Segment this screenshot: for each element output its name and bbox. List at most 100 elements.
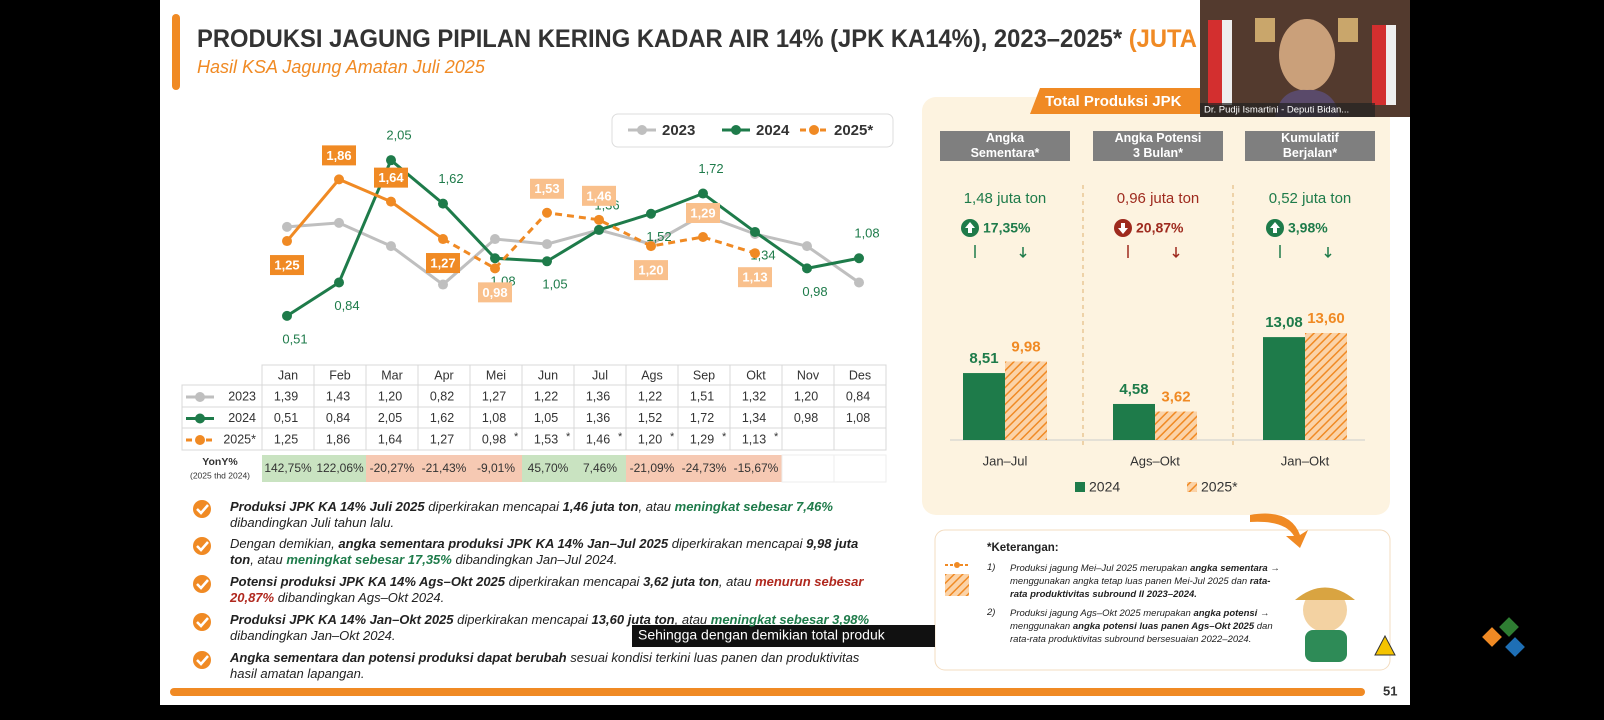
bullet-icon xyxy=(193,575,211,593)
data-point xyxy=(386,155,396,166)
table-header: Jan xyxy=(278,368,298,382)
bullet-segment: , atau xyxy=(718,574,756,589)
bullet-segment: meningkat sebesar 7,46% xyxy=(674,499,833,514)
legend-marker xyxy=(731,125,741,135)
data-label: 1,29 xyxy=(690,205,715,220)
summary-header: Angka Sementara* xyxy=(971,131,1040,160)
table-value: 0,51 xyxy=(274,411,298,425)
table-header: Jun xyxy=(538,368,558,382)
data-point xyxy=(386,241,396,252)
panel-tab xyxy=(1030,88,1200,114)
row-legend-marker xyxy=(195,435,205,445)
table-value: 1,08 xyxy=(482,411,506,425)
row-legend-marker xyxy=(195,413,205,424)
table-value: 1,64 xyxy=(378,432,402,446)
table-header: Apr xyxy=(434,368,453,382)
bullet-segment: sesuai kondisi terkini luas panen dan pr… xyxy=(230,650,860,681)
bar-label: 8,51 xyxy=(969,350,998,367)
arrow-decoration xyxy=(1250,513,1308,548)
bullet-segment: , atau xyxy=(674,612,711,627)
data-label-box xyxy=(582,185,616,206)
bullet-segment: Produksi JPK KA 14% Juli 2025 xyxy=(230,499,425,514)
yoy-value: -21,43% xyxy=(422,461,467,475)
logo xyxy=(1482,617,1525,657)
x-tick-label: Jan–Okt xyxy=(1281,453,1330,468)
table-value: 1,53 xyxy=(534,432,558,446)
data-label-box xyxy=(530,178,564,199)
data-label-box xyxy=(270,255,304,276)
flag xyxy=(1372,25,1386,105)
table-value: 1,08 xyxy=(846,411,870,425)
flag xyxy=(1222,20,1232,105)
notes-title: *Keterangan: xyxy=(987,542,1059,554)
x-tick-label: Ags–Okt xyxy=(1130,453,1180,468)
note: Produksi jagung Mei–Jul 2025 merupakan a… xyxy=(1010,562,1285,601)
bullet-check xyxy=(196,655,209,666)
yoy-cell xyxy=(366,455,418,482)
data-point xyxy=(334,277,344,288)
legend-label: 2024 xyxy=(1089,479,1120,495)
bullet: Produksi JPK KA 14% Juli 2025 diperkirak… xyxy=(230,499,880,531)
legend-label: 2024 xyxy=(756,122,790,139)
provisional-mark: * xyxy=(618,431,623,443)
data-point xyxy=(438,279,448,290)
data-point xyxy=(490,263,500,274)
yoy-note: (2025 thd 2024) xyxy=(190,470,250,480)
change-arrow xyxy=(965,222,975,233)
yoy-cell xyxy=(833,454,887,483)
note-number: 2) xyxy=(987,607,996,618)
provisional-mark: * xyxy=(670,431,675,443)
down-decoration xyxy=(1324,247,1332,259)
table-value: 1,27 xyxy=(430,432,454,446)
table-header: Sep xyxy=(693,368,715,382)
provisional-mark: * xyxy=(566,431,571,443)
bullet-segment: dibandingkan Juli tahun lalu. xyxy=(230,515,395,530)
bullet-check xyxy=(196,541,209,552)
yoy-value: 122,06% xyxy=(316,461,364,475)
data-label-box xyxy=(634,260,668,281)
bar-label: 13,60 xyxy=(1307,310,1345,327)
bullet-check xyxy=(196,504,209,515)
table-value: 0,84 xyxy=(846,389,870,403)
table-value: 1,25 xyxy=(274,432,298,446)
table-value: 1,72 xyxy=(690,411,714,425)
data-point xyxy=(334,174,344,185)
table-value: 1,29 xyxy=(690,432,714,446)
bullet-segment: Dengan demikian, xyxy=(230,536,339,551)
legend-marker xyxy=(809,125,819,135)
bullet: Dengan demikian, angka sementara produks… xyxy=(230,536,880,568)
warning-icon xyxy=(1374,634,1396,656)
summary-header-box xyxy=(1093,131,1223,161)
bar xyxy=(1005,361,1047,440)
bullet-check xyxy=(196,617,209,628)
portrait xyxy=(1255,18,1275,42)
row-label: 2025* xyxy=(223,432,256,446)
table-value: 0,84 xyxy=(326,411,350,425)
yoy-cell xyxy=(626,455,678,482)
data-point xyxy=(854,277,864,288)
row-label: 2024 xyxy=(228,411,256,425)
bullet-segment: 13,60 juta ton xyxy=(591,612,675,627)
x-tick-label: Jan–Jul xyxy=(983,453,1028,468)
farmer-body xyxy=(1305,630,1347,662)
data-label: 0,51 xyxy=(282,331,307,346)
table-header: Des xyxy=(849,368,871,382)
yoy-cell xyxy=(730,455,782,482)
data-point xyxy=(854,253,864,264)
caption-bg xyxy=(632,625,935,647)
data-label: 1,20 xyxy=(638,263,663,278)
data-label: 1,86 xyxy=(326,148,351,163)
down-decoration xyxy=(1019,247,1027,259)
data-label-box xyxy=(426,253,460,274)
charts: 0,51 0,84 2,05 1,62 1,08 1,05 1,36 1,52 1,72 1,34… xyxy=(181,122,1375,495)
bullet-segment: dibandingkan Jan–Jul 2024. xyxy=(451,552,618,567)
data-point xyxy=(802,263,812,274)
data-point xyxy=(282,236,292,247)
series-line xyxy=(285,177,444,243)
data-label-box xyxy=(322,145,356,166)
legend-marker xyxy=(637,125,647,135)
table-value: 1,20 xyxy=(638,432,662,446)
data-label: 1,46 xyxy=(586,188,611,203)
table-value: 1,36 xyxy=(586,389,610,403)
yoy-cell xyxy=(574,455,626,482)
